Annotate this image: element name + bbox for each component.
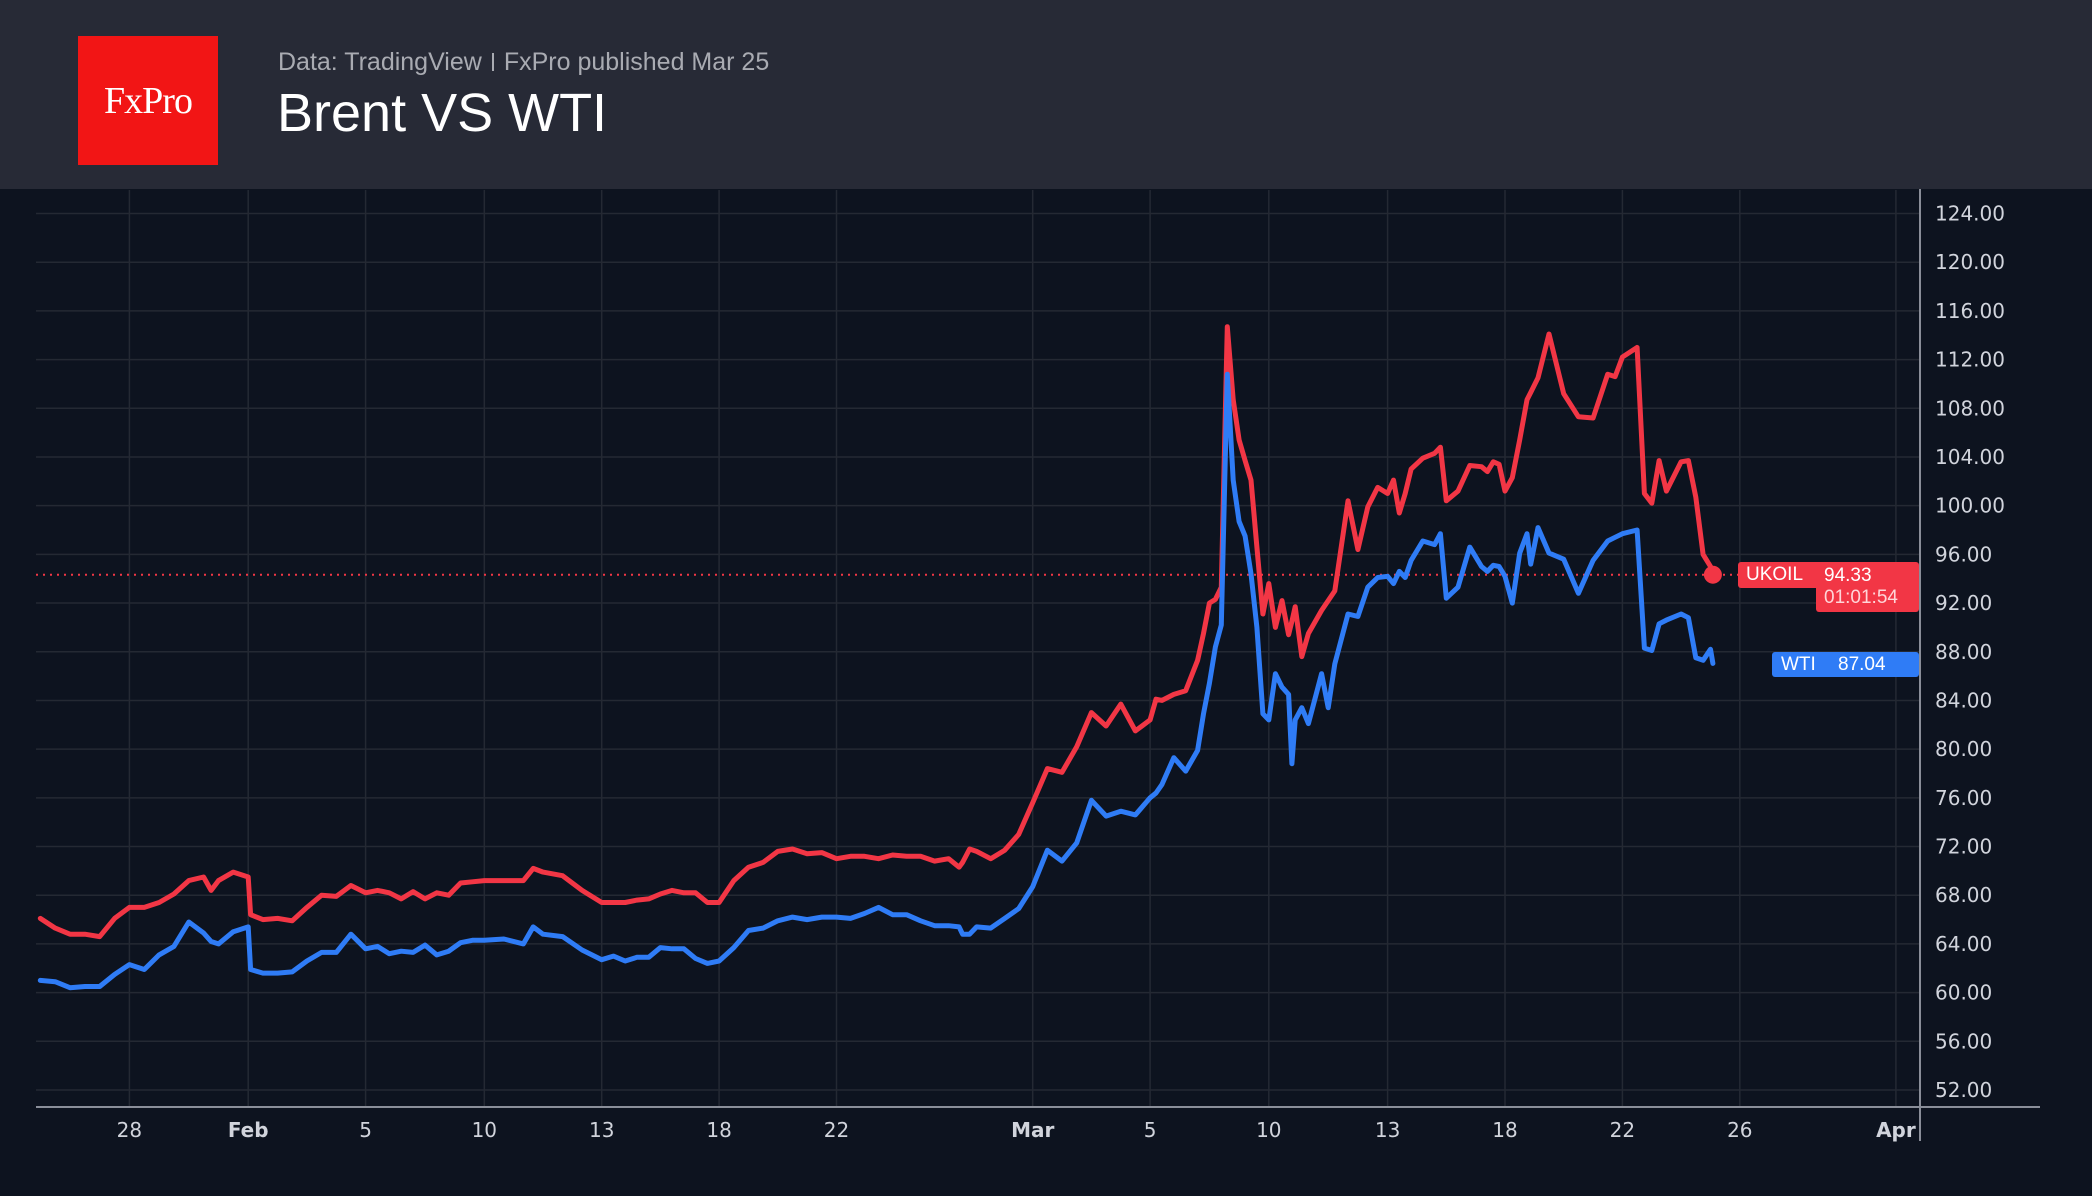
brent-price: 94.33: [1824, 565, 1872, 586]
brent-series-line: [37, 324, 1716, 940]
y-tick-label: 112.00: [1935, 348, 2005, 372]
fxpro-logo: FxPro: [78, 36, 218, 165]
data-source: Data: TradingView: [278, 48, 482, 76]
x-tick-label: 5: [1144, 1118, 1157, 1142]
y-tick-label: 80.00: [1935, 737, 1992, 761]
x-tick-label: 28: [117, 1118, 142, 1142]
y-tick-label: 104.00: [1935, 445, 2005, 469]
header: FxPro Data: TradingView FxPro published M…: [0, 0, 2092, 189]
x-tick-label: 5: [359, 1118, 372, 1142]
brent-last-point: [1703, 565, 1722, 584]
x-tick-label: 26: [1727, 1118, 1752, 1142]
plot-background: [0, 189, 2092, 1196]
x-tick-label: 18: [1492, 1118, 1517, 1142]
y-tick-label: 60.00: [1935, 981, 1992, 1005]
x-tick-label: 10: [472, 1118, 497, 1142]
y-tick-label: 64.00: [1935, 932, 1992, 956]
y-tick-label: 116.00: [1935, 299, 2005, 323]
x-tick-label: Mar: [1011, 1118, 1054, 1142]
x-tick-label: 22: [1610, 1118, 1635, 1142]
x-tick-label: Feb: [228, 1118, 269, 1142]
y-tick-label: 56.00: [1935, 1029, 1992, 1053]
y-tick-label: 108.00: [1935, 396, 2005, 420]
bar-countdown: 01:01:54: [1824, 587, 1898, 608]
y-tick-label: 120.00: [1935, 250, 2005, 274]
chart-title: Brent VS WTI: [277, 83, 608, 143]
y-tick-label: 124.00: [1935, 202, 2005, 226]
price-chart[interactable]: 124.00 120.00 116.00 112.00 108.00 104.00 100.…: [0, 189, 2092, 1196]
y-tick-label: 76.00: [1935, 786, 1992, 810]
y-tick-label: 84.00: [1935, 688, 1992, 712]
y-axis: 124.00 120.00 116.00 112.00 108.00 104.00 100.…: [1919, 189, 2005, 1141]
y-tick-label: 88.00: [1935, 640, 1992, 664]
wti-symbol-tag: WTI: [1772, 652, 1828, 677]
x-tick-label: 10: [1256, 1118, 1281, 1142]
x-tick-label: Apr: [1876, 1118, 1916, 1142]
y-tick-label: 72.00: [1935, 835, 1992, 859]
separator: [491, 53, 494, 71]
x-axis: 28 Feb 5 10 13 18 22 Mar 5 10 13 18 22 26 Apr: [36, 1106, 2040, 1142]
wti-price: 87.04: [1838, 653, 1886, 675]
x-tick-label: 18: [706, 1118, 731, 1142]
published-date: FxPro published Mar 25: [503, 48, 770, 76]
brent-price-tag: 94.33 01:01:54: [1816, 562, 1919, 612]
y-tick-label: 100.00: [1935, 494, 2005, 518]
y-tick-label: 96.00: [1935, 542, 1992, 566]
x-tick-label: 13: [589, 1118, 614, 1142]
subtitle: Data: TradingView FxPro published Mar 25: [278, 48, 769, 77]
y-tick-label: 92.00: [1935, 591, 1992, 615]
logo-text: FxPro: [104, 79, 193, 122]
brent-symbol: UKOIL: [1746, 564, 1804, 585]
brent-symbol-tag: UKOIL: [1738, 562, 1816, 588]
grid: [0, 189, 2092, 1196]
x-tick-label: 13: [1375, 1118, 1400, 1142]
wti-series-line: [37, 371, 1716, 991]
y-tick-label: 52.00: [1935, 1078, 1992, 1102]
x-tick-label: 22: [824, 1118, 849, 1142]
series-lines: [37, 324, 1722, 991]
wti-symbol: WTI: [1781, 653, 1816, 675]
wti-price-tag: 87.04: [1828, 652, 1919, 677]
y-tick-label: 68.00: [1935, 883, 1992, 907]
